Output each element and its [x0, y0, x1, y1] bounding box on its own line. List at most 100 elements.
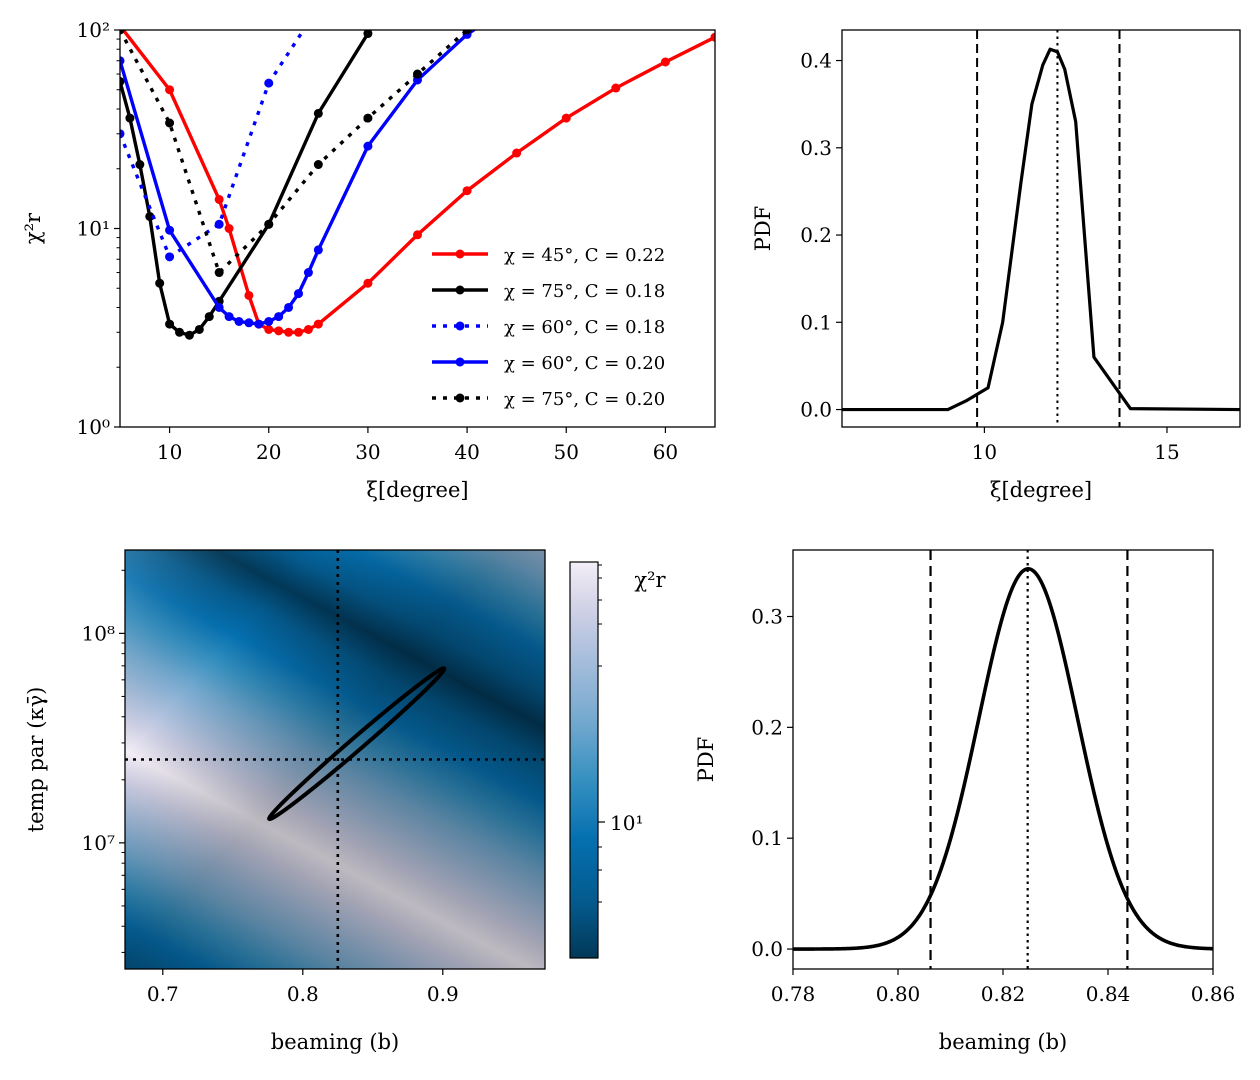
y-tick-label: 0.3 — [751, 605, 783, 629]
legend-label: χ = 60°, C = 0.20 — [504, 353, 665, 374]
data-point — [264, 317, 274, 327]
y-tick-label: 0.3 — [800, 136, 832, 160]
data-point — [413, 69, 422, 79]
data-point — [120, 30, 125, 35]
data-point — [175, 327, 184, 337]
y-tick-label: 0.4 — [800, 49, 832, 73]
data-point — [125, 113, 135, 123]
legend-marker — [455, 393, 465, 403]
x-tick-label: 60 — [653, 440, 678, 464]
y-tick-label: 10¹ — [77, 217, 110, 241]
data-point — [314, 3, 323, 12]
data-point — [313, 160, 323, 170]
data-point — [244, 290, 254, 300]
data-point — [363, 141, 373, 151]
x-tick-label: 0.82 — [981, 982, 1026, 1006]
data-point — [264, 78, 274, 88]
x-tick-label: 30 — [355, 440, 380, 464]
colorbar-tick-label: 10¹ — [610, 811, 643, 835]
data-point — [274, 312, 284, 322]
data-point — [413, 230, 422, 240]
data-point — [313, 108, 323, 118]
legend-label: χ = 75°, C = 0.18 — [504, 281, 665, 302]
y-tick-label: 10⁰ — [77, 415, 110, 439]
data-point — [120, 77, 125, 87]
data-point — [224, 312, 234, 322]
x-axis-label: ξ[degree] — [990, 478, 1092, 502]
series-line — [842, 47, 1240, 412]
legend-marker — [455, 321, 465, 331]
data-point — [462, 186, 472, 196]
data-point — [294, 289, 303, 299]
data-point — [303, 268, 313, 278]
data-point — [214, 219, 224, 229]
data-point — [214, 302, 224, 312]
plot-frame-b — [841, 29, 1241, 428]
legend-label: χ = 45°, C = 0.22 — [504, 245, 665, 266]
y-axis-label: PDF — [694, 737, 718, 783]
pdf-curve — [793, 567, 1213, 951]
x-tick-label: 10 — [157, 440, 182, 464]
y-tick-label: 0.2 — [800, 223, 832, 247]
data-point — [363, 278, 373, 288]
y-axis-label: χ²r — [21, 212, 45, 244]
x-axis-label: beaming (b) — [939, 1030, 1068, 1054]
x-tick-label: 0.8 — [287, 982, 319, 1006]
plot-frame-c — [124, 549, 546, 970]
plot-area — [125, 550, 545, 969]
x-tick-label: 20 — [256, 440, 281, 464]
y-tick-label: 0.0 — [800, 398, 832, 422]
data-point — [294, 327, 303, 337]
data-point — [264, 324, 274, 334]
x-tick-label: 50 — [554, 440, 579, 464]
data-point — [313, 245, 323, 255]
data-point — [264, 219, 274, 229]
legend-label: χ = 60°, C = 0.18 — [504, 317, 665, 338]
data-point — [512, 0, 521, 5]
data-point — [244, 318, 254, 328]
data-point — [165, 252, 175, 262]
x-axis-label: ξ[degree] — [366, 478, 468, 502]
x-tick-label: 0.84 — [1086, 982, 1131, 1006]
data-point — [165, 85, 175, 95]
y-tick-label: 0.1 — [800, 310, 832, 334]
y-tick-label: 10² — [77, 18, 110, 42]
x-tick-label: 0.9 — [427, 982, 459, 1006]
series-line — [120, 30, 306, 260]
data-point — [165, 225, 175, 235]
data-point — [120, 56, 125, 66]
data-point — [120, 30, 122, 31]
colorbar-label: χ²r — [634, 568, 666, 592]
confidence-contour — [267, 666, 447, 822]
data-point — [254, 319, 264, 329]
data-point — [710, 32, 715, 42]
x-axis-label: beaming (b) — [271, 1030, 400, 1054]
y-tick-label: 0.0 — [751, 937, 783, 961]
x-tick-label: 40 — [454, 440, 479, 464]
legend-marker — [455, 357, 465, 367]
data-point — [561, 113, 571, 123]
data-point — [224, 224, 234, 233]
plot-area — [793, 550, 1213, 969]
x-tick-label: 0.7 — [147, 982, 179, 1006]
x-tick-label: 0.80 — [876, 982, 921, 1006]
y-axis-label: temp par (κγ̄) — [24, 687, 48, 833]
y-axis-label: PDF — [751, 206, 775, 252]
data-point — [611, 83, 621, 93]
data-point — [165, 319, 175, 329]
legend-label: χ = 75°, C = 0.20 — [504, 389, 665, 410]
data-point — [274, 326, 284, 336]
data-point — [145, 211, 155, 221]
data-point — [194, 324, 204, 334]
series-line — [120, 30, 373, 338]
series-line — [120, 30, 472, 276]
data-point — [135, 160, 145, 170]
data-point — [284, 327, 294, 337]
data-point — [462, 30, 472, 35]
y-tick-label: 10⁷ — [82, 831, 115, 855]
data-point — [363, 30, 373, 39]
colorbar — [569, 561, 599, 959]
data-point — [303, 324, 313, 334]
y-tick-label: 0.1 — [751, 826, 783, 850]
